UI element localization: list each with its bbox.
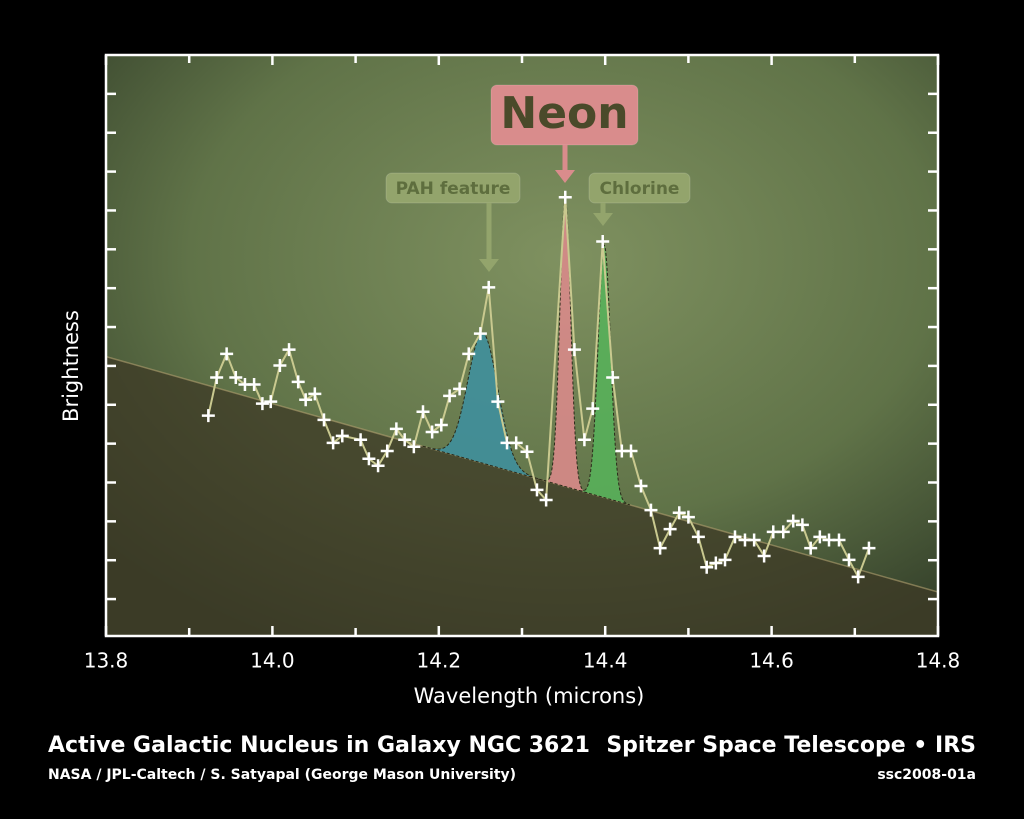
data-point xyxy=(255,397,269,411)
data-point xyxy=(700,560,714,574)
data-point xyxy=(299,393,313,407)
data-point xyxy=(558,190,572,204)
data-point xyxy=(443,389,457,403)
plot-layer xyxy=(106,197,938,636)
data-point xyxy=(453,382,467,396)
annotation-arrowhead xyxy=(555,170,575,183)
data-point xyxy=(407,440,421,454)
data-point xyxy=(201,409,215,423)
data-point xyxy=(586,402,600,416)
data-point xyxy=(813,530,827,544)
data-point xyxy=(308,387,322,401)
data-point xyxy=(795,518,809,532)
data-point xyxy=(416,405,430,419)
source: Spitzer Space Telescope • IRS xyxy=(606,733,976,758)
annotation-arrowhead xyxy=(593,213,613,226)
y-axis-label: Brightness xyxy=(59,310,83,422)
data-point xyxy=(747,533,761,547)
data-point xyxy=(425,425,439,439)
data-point xyxy=(624,444,638,458)
data-point xyxy=(786,514,800,528)
data-point xyxy=(691,530,705,544)
annotation-label: Neon xyxy=(500,88,628,139)
x-tick-label: 14.4 xyxy=(583,649,628,673)
annotation-box xyxy=(385,172,521,204)
data-point xyxy=(757,549,771,563)
x-axis-label: Wavelength (microns) xyxy=(414,684,645,708)
data-point xyxy=(326,436,340,450)
data-point xyxy=(389,422,403,436)
data-point xyxy=(335,429,349,443)
data-point xyxy=(681,510,695,524)
data-point xyxy=(596,235,610,249)
data-point xyxy=(718,553,732,567)
peak-area xyxy=(578,244,630,506)
peak-area xyxy=(422,332,544,481)
data-point xyxy=(804,541,818,555)
chart-title: Active Galactic Nucleus in Galaxy NGC 36… xyxy=(48,733,590,758)
data-point xyxy=(509,436,523,450)
x-tick-label: 14.2 xyxy=(417,649,462,673)
data-point xyxy=(317,413,331,427)
data-point xyxy=(709,556,723,570)
data-point xyxy=(728,530,742,544)
peak-area xyxy=(543,197,588,494)
x-tick-label: 14.8 xyxy=(916,649,961,673)
data-point xyxy=(606,371,620,385)
data-point xyxy=(371,459,385,473)
data-point xyxy=(482,280,496,294)
continuum-shade xyxy=(106,356,938,636)
data-point xyxy=(362,452,376,466)
data-point xyxy=(520,445,534,459)
data-point xyxy=(851,570,865,584)
data-point xyxy=(220,347,234,361)
annotation-label: Chlorine xyxy=(600,179,680,199)
x-tick-label: 14.0 xyxy=(250,649,295,673)
data-point xyxy=(776,525,790,539)
data-point xyxy=(862,541,876,555)
data-point xyxy=(247,378,261,392)
credit: NASA / JPL-Caltech / S. Satyapal (George… xyxy=(48,767,516,783)
data-point xyxy=(644,503,658,517)
data-point xyxy=(530,483,544,497)
data-point xyxy=(210,371,224,385)
data-point xyxy=(229,371,243,385)
annotation-box xyxy=(588,172,691,204)
data-point xyxy=(634,479,648,493)
annotation-label: PAH feature xyxy=(396,179,511,199)
data-point xyxy=(282,343,296,357)
data-point xyxy=(264,395,278,409)
data-point xyxy=(653,541,667,555)
data-point xyxy=(577,433,591,447)
data-point xyxy=(462,347,476,361)
x-tick-label: 14.6 xyxy=(749,649,794,673)
data-point xyxy=(491,395,505,409)
data-point xyxy=(663,522,677,536)
data-point xyxy=(380,444,394,458)
annotation-arrowhead xyxy=(479,259,499,272)
data-point xyxy=(832,533,846,547)
data-point xyxy=(473,327,487,341)
data-point xyxy=(291,375,305,389)
data-point xyxy=(567,343,581,357)
data-point xyxy=(672,506,686,520)
data-point xyxy=(273,359,287,373)
continuum-line xyxy=(106,355,938,593)
data-point xyxy=(354,433,368,447)
data-point xyxy=(434,418,448,432)
x-tick-label: 13.8 xyxy=(84,649,129,673)
data-line xyxy=(207,197,870,580)
data-point xyxy=(398,433,412,447)
data-point xyxy=(539,493,553,507)
image-id: ssc2008-01a xyxy=(877,767,976,783)
data-point xyxy=(842,553,856,567)
